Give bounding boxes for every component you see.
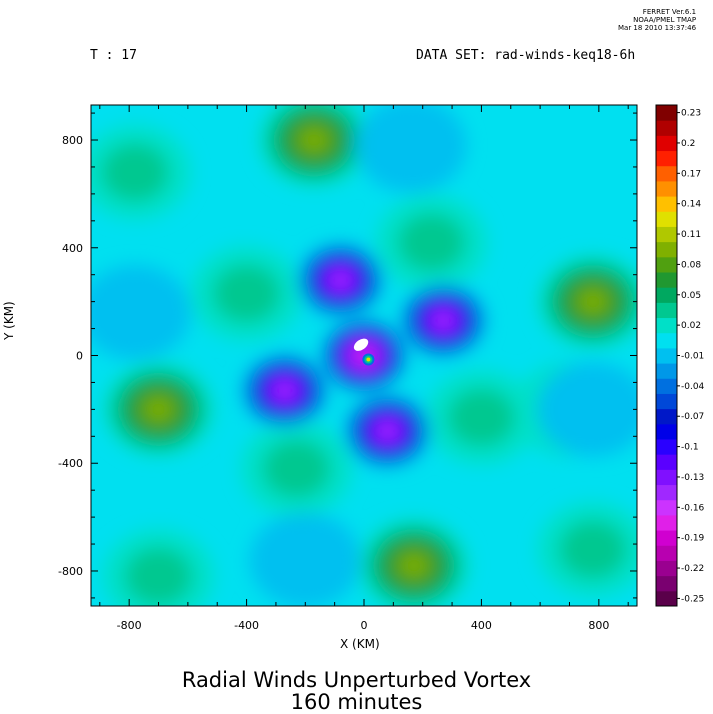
colorbar-swatch [656, 454, 677, 470]
y-tick-label: 0 [76, 350, 83, 363]
x-tick-label: 400 [471, 619, 492, 632]
colorbar-swatch [656, 302, 677, 319]
contour-fills [91, 105, 637, 606]
colorbar-swatch [656, 363, 677, 379]
colorbar-swatch [656, 514, 677, 531]
colorbar-tick-label: 0.17 [681, 169, 701, 179]
colorbar-swatch [656, 499, 677, 516]
contour-blob [334, 275, 347, 285]
colorbar-tick-label: -0.19 [681, 534, 705, 544]
colorbar-tick-label: 0.05 [681, 291, 701, 301]
contour-blob [447, 389, 515, 446]
contour-blob [398, 213, 465, 271]
y-tick-label: 800 [62, 134, 83, 147]
x-axis-label: X (KM) [340, 637, 380, 651]
colorbar-tick-label: -0.04 [681, 382, 705, 392]
colorbar-tick-label: -0.01 [681, 352, 704, 362]
y-tick-label: -400 [58, 457, 83, 470]
contour-blob [437, 315, 450, 326]
colorbar-tick-label: 0.11 [681, 230, 701, 240]
colorbar-swatch [656, 256, 677, 273]
colorbar-tick-label: -0.22 [681, 564, 704, 574]
ferret-stamp-line: FERRET Ver.6.1 [642, 8, 697, 16]
ferret-stamp-line: Mar 18 2010 13:37:46 [618, 24, 697, 32]
time-label: T : 17 [90, 48, 137, 63]
colorbar-swatch [656, 347, 677, 364]
chart-title: Radial Winds Unperturbed Vortex [181, 668, 532, 692]
colorbar-swatch [656, 287, 677, 303]
contour-blob [381, 426, 394, 436]
contour-blob [145, 398, 172, 421]
colorbar-swatch [656, 180, 677, 197]
eye-core [366, 357, 371, 362]
colorbar-swatch [656, 423, 677, 440]
colorbar-swatch [656, 135, 677, 152]
colorbar-tick-label: -0.16 [681, 503, 705, 513]
colorbar-swatch [656, 105, 677, 121]
vortex-center [353, 338, 375, 366]
x-tick-label: 800 [588, 619, 609, 632]
contour-blob [101, 143, 169, 201]
y-tick-label: 400 [62, 242, 83, 255]
x-tick-label: -800 [117, 619, 142, 632]
colorbar-swatch [656, 530, 677, 546]
colorbar-swatch [656, 439, 677, 455]
colorbar-swatch [656, 469, 677, 486]
colorbar-tick-label: 0.23 [681, 109, 701, 119]
colorbar-tick-label: 0.02 [681, 321, 701, 331]
colorbar-swatch [656, 150, 677, 167]
colorbar-swatch [656, 408, 677, 425]
colorbar-swatch [656, 575, 677, 592]
colorbar-swatch [656, 120, 677, 136]
x-tick-label: 0 [361, 619, 368, 632]
colorbar-swatch [656, 211, 677, 227]
contour-blob [301, 129, 327, 151]
colorbar-swatch [656, 393, 677, 410]
colorbar-tick-label: -0.07 [681, 412, 704, 422]
contour-blob [249, 512, 362, 606]
colorbar-swatch [656, 590, 677, 607]
ferret-stamp: FERRET Ver.6.1 NOAA/PMEL TMAP Mar 18 201… [618, 8, 696, 32]
contour-blob [537, 361, 637, 457]
colorbar-tick-label: 0.14 [681, 200, 701, 210]
x-tick-label: -400 [234, 619, 259, 632]
missing-data-patch [353, 338, 369, 351]
y-axis-label: Y (KM) [2, 301, 16, 340]
chart-subtitle: 160 minutes [290, 690, 423, 714]
contour-blob [559, 520, 627, 578]
colorbar-swatch [656, 317, 677, 334]
contour-blob [213, 265, 281, 322]
colorbar-swatch [656, 560, 677, 577]
colorbar-swatch [656, 241, 677, 258]
colorbar: -0.25 -0.22 -0.19 -0.16 -0.13 -0.1 -0.07 -0.04 -… [655, 104, 705, 607]
contour-blob [580, 290, 606, 313]
y-axis: -800 -400 0 400 800 [58, 112, 637, 599]
colorbar-tick-label: 0.2 [681, 139, 695, 149]
contour-blob [401, 554, 427, 577]
colorbar-swatch [656, 272, 677, 288]
contour-blob [355, 105, 467, 193]
colorbar-tick-label: -0.13 [681, 473, 704, 483]
colorbar-swatch [656, 226, 677, 243]
colorbar-swatch [656, 196, 677, 212]
contour-blob [263, 440, 330, 498]
colorbar-swatch [656, 484, 677, 501]
colorbar-swatch [656, 545, 677, 561]
colorbar-tick-label: 0.08 [681, 260, 701, 270]
colorbar-swatch [656, 332, 677, 349]
x-axis: -800 -400 0 400 800 [99, 105, 629, 632]
dataset-label: DATA SET: rad-winds-keq18-6h [416, 48, 636, 63]
contour-blob [278, 385, 291, 396]
colorbar-swatch [656, 165, 677, 182]
colorbar-tick-label: -0.1 [681, 443, 699, 453]
contour-blob [91, 265, 191, 360]
colorbar-swatch [656, 378, 677, 394]
ferret-stamp-line: NOAA/PMEL TMAP [633, 16, 697, 24]
plot-area [91, 105, 637, 606]
contour-blob [125, 547, 192, 605]
y-tick-label: -800 [58, 565, 83, 578]
colorbar-tick-label: -0.25 [681, 594, 704, 604]
